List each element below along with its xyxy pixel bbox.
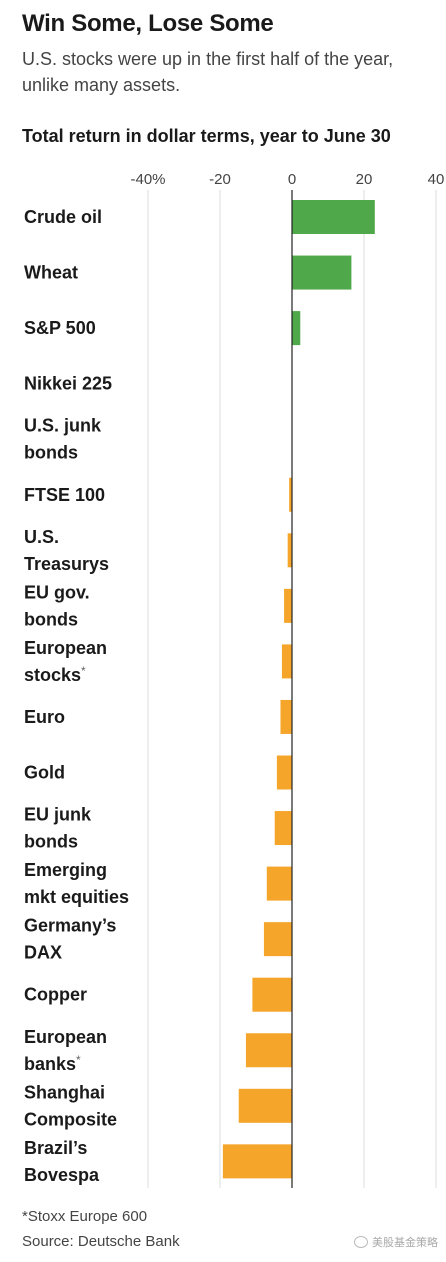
bar [281,644,292,679]
bar [263,922,292,957]
category-label: EU junk [24,805,92,825]
category-label: DAX [24,943,62,963]
chart-heading: Total return in dollar terms, year to Ju… [22,126,391,146]
bar [238,1088,292,1123]
category-label: Bovespa [24,1165,100,1185]
category-label: Germany’s [24,916,116,936]
bar [274,811,292,846]
category-label: mkt equities [24,887,129,907]
category-label: S&P 500 [24,318,96,338]
x-tick-label: -20 [209,171,231,188]
bar [292,200,375,234]
category-label: Crude oil [24,207,102,227]
category-label: banks* [24,1053,81,1074]
category-label: Copper [24,985,87,1005]
bar-chart: -40% -20 0 20 40 Crude oil Wheat S&P 500 Nikkei … [24,171,445,1188]
category-label: bonds [24,443,78,463]
bar [289,477,292,512]
category-label: Shanghai [24,1082,105,1102]
bar [287,533,292,568]
bar [280,699,292,734]
x-tick-label: 20 [356,171,373,188]
watermark: 美股基金策略 [354,1234,438,1250]
x-tick-label: -40% [130,171,165,188]
category-label: Wheat [24,263,78,283]
category-label: European [24,1027,107,1047]
chart-subtitle: U.S. stocks were up in the first half of… [22,49,394,95]
category-label: stocks* [24,664,86,685]
category-label: Brazil’s [24,1138,87,1158]
category-label: Nikkei 225 [24,374,112,394]
bar [266,866,292,901]
bar [245,1033,292,1068]
category-label: bonds [24,832,78,852]
bar [292,255,352,290]
category-label: FTSE 100 [24,485,105,505]
wechat-icon [354,1236,368,1248]
x-tick-label: 0 [288,171,296,188]
category-label: Emerging [24,860,107,880]
category-label: Euro [24,707,65,727]
category-label: U.S. [24,527,59,547]
category-label: European [24,638,107,658]
source-note: Source: Deutsche Bank [22,1233,180,1250]
category-label: Gold [24,763,65,783]
x-tick-label: 40 [428,171,445,188]
chart-title-main: Win Some, Lose Some [22,10,274,37]
footnote: *Stoxx Europe 600 [22,1208,148,1225]
category-label: U.S. junk [24,416,102,436]
category-label: Treasurys [24,554,109,574]
bar [284,588,292,623]
watermark-text: 美股基金策略 [372,1237,438,1249]
category-label: Composite [24,1109,117,1129]
bar [222,1144,292,1179]
bar [276,755,292,790]
category-label: EU gov. [24,582,90,602]
bar [292,311,301,346]
category-label: bonds [24,609,78,629]
bar [252,977,292,1012]
